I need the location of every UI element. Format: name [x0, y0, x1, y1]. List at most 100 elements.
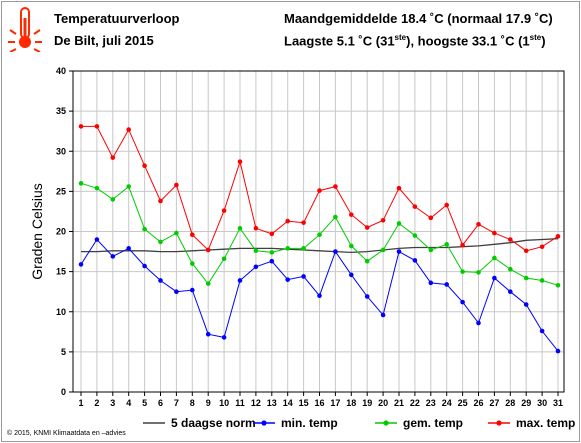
data-point-max-temp: [396, 185, 402, 191]
data-point-gem-temp: [508, 266, 513, 272]
legend-label-min-temp: min. temp: [281, 416, 338, 430]
x-tick-label: 24: [442, 398, 452, 408]
x-tick-label: 29: [521, 398, 531, 408]
y-tick-label: 35: [56, 106, 66, 116]
data-point-max-temp: [285, 218, 291, 224]
data-point-min-temp: [205, 331, 211, 337]
x-tick-label: 23: [426, 398, 436, 408]
x-tick-label: 7: [174, 398, 179, 408]
data-point-max-temp: [508, 237, 513, 242]
x-tick-label: 2: [94, 398, 99, 408]
data-point-min-temp: [476, 320, 481, 326]
x-tick-label: 6: [158, 398, 163, 408]
legend-marker-gem-temp: [383, 420, 389, 426]
data-point-min-temp: [539, 328, 545, 334]
data-point-gem-temp: [317, 232, 322, 238]
data-point-max-temp: [412, 204, 418, 209]
data-point-max-temp: [94, 124, 100, 129]
data-point-min-temp: [380, 312, 386, 318]
data-point-min-temp: [142, 263, 147, 269]
x-tick-label: 16: [314, 398, 324, 408]
data-point-gem-temp: [190, 261, 195, 266]
data-point-min-temp: [508, 289, 513, 294]
data-point-gem-temp: [333, 214, 338, 220]
chart-subtitle: De Bilt, juli 2015: [54, 33, 154, 48]
legend-label-max-temp: max. temp: [516, 416, 575, 430]
y-tick-label: 10: [56, 307, 66, 317]
data-point-gem-temp: [269, 250, 275, 255]
data-point-gem-temp: [539, 278, 545, 283]
y-tick-label: 30: [56, 146, 66, 156]
data-point-max-temp: [349, 212, 354, 217]
data-point-min-temp: [523, 302, 529, 307]
data-point-min-temp: [94, 237, 100, 242]
legend-label-gem-temp: gem. temp: [403, 416, 463, 430]
chart-title: Temperatuurverloop: [54, 11, 180, 26]
data-point-min-temp: [269, 258, 275, 264]
data-point-gem-temp: [476, 270, 481, 275]
data-point-min-temp: [460, 299, 465, 305]
x-tick-label: 15: [299, 398, 309, 408]
legend-marker-max-temp: [496, 420, 502, 426]
data-point-min-temp: [317, 293, 322, 299]
data-point-max-temp: [237, 159, 243, 164]
data-point-gem-temp: [364, 258, 370, 264]
data-point-max-temp: [253, 225, 259, 231]
data-point-min-temp: [333, 249, 338, 254]
data-point-max-temp: [110, 155, 116, 160]
x-tick-label: 4: [126, 398, 131, 408]
y-tick-label: 15: [56, 267, 66, 277]
data-point-max-temp: [317, 188, 322, 193]
x-tick-label: 13: [267, 398, 277, 408]
legend-label-5-daagse-norm: 5 daagse norm: [171, 416, 256, 430]
data-point-max-temp: [539, 244, 545, 250]
x-tick-label: 18: [346, 398, 356, 408]
data-point-gem-temp: [380, 247, 386, 253]
data-point-gem-temp: [396, 221, 402, 226]
data-point-gem-temp: [555, 282, 561, 288]
data-point-gem-temp: [221, 256, 227, 262]
data-point-gem-temp: [94, 185, 100, 191]
data-point-gem-temp: [523, 275, 529, 281]
x-tick-label: 25: [458, 398, 468, 408]
data-point-max-temp: [158, 198, 163, 204]
data-point-max-temp: [190, 232, 195, 238]
data-point-min-temp: [110, 254, 116, 259]
x-tick-label: 1: [78, 398, 83, 408]
data-point-min-temp: [349, 272, 354, 278]
x-tick-label: 30: [537, 398, 547, 408]
x-tick-label: 12: [251, 398, 261, 408]
data-point-max-temp: [492, 230, 497, 236]
data-point-min-temp: [492, 275, 497, 281]
plot-border: [72, 70, 565, 393]
data-point-max-temp: [126, 127, 131, 132]
data-point-min-temp: [364, 294, 370, 299]
x-tick-label: 17: [330, 398, 340, 408]
y-axis-label: Graden Celsius: [29, 183, 45, 280]
data-point-min-temp: [126, 246, 131, 251]
data-point-min-temp: [190, 287, 195, 293]
y-tick-label: 25: [56, 186, 66, 196]
x-tick-label: 8: [190, 398, 195, 408]
data-point-max-temp: [205, 247, 211, 253]
data-point-min-temp: [428, 280, 434, 286]
data-point-max-temp: [380, 217, 386, 223]
data-point-gem-temp: [492, 255, 497, 261]
x-tick-label: 3: [110, 398, 115, 408]
series-line-5-daagse-norm: [81, 238, 559, 254]
x-tick-label: 28: [505, 398, 515, 408]
y-tick-label: 20: [56, 227, 66, 237]
data-point-max-temp: [333, 184, 338, 189]
data-point-gem-temp: [301, 246, 306, 251]
data-point-max-temp: [301, 220, 306, 225]
x-tick-label: 11: [235, 398, 245, 408]
data-point-min-temp: [555, 348, 561, 354]
data-point-gem-temp: [78, 181, 84, 186]
data-point-gem-temp: [158, 239, 163, 245]
data-point-max-temp: [460, 242, 465, 248]
x-tick-label: 26: [473, 398, 483, 408]
data-point-gem-temp: [285, 246, 291, 251]
data-point-max-temp: [174, 182, 179, 188]
data-point-max-temp: [221, 208, 227, 213]
